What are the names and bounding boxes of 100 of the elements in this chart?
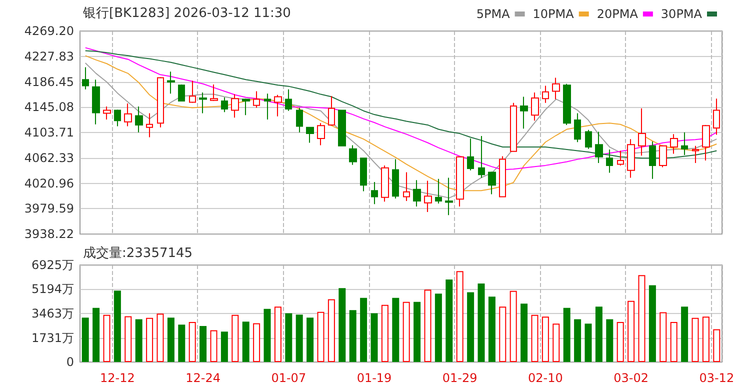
- bar: [274, 306, 282, 362]
- candlestick: [435, 178, 442, 204]
- y-tick-label: 5194万: [31, 282, 74, 296]
- legend-label: 30PMA: [660, 7, 703, 21]
- bar: [595, 306, 602, 362]
- candlestick: [531, 92, 539, 122]
- bar: [402, 302, 410, 362]
- candlestick: [467, 138, 474, 171]
- bar: [360, 298, 368, 362]
- bar: [456, 271, 464, 362]
- candlestick: [702, 124, 710, 162]
- bar: [178, 324, 186, 362]
- x-tick-label: 12-12: [100, 371, 135, 385]
- candlestick: [338, 110, 346, 147]
- bar: [616, 322, 624, 362]
- bar: [520, 304, 528, 362]
- bar: [434, 294, 442, 362]
- candlestick: [210, 84, 218, 102]
- bar: [264, 308, 271, 362]
- candlestick: [574, 112, 581, 143]
- bar: [424, 290, 432, 362]
- bar: [670, 322, 678, 362]
- candlestick: [264, 93, 271, 120]
- candlestick: [146, 112, 153, 138]
- candlestick: [456, 156, 464, 208]
- bar: [306, 318, 314, 362]
- y-tick-label: 3463万: [31, 306, 74, 320]
- bar: [606, 319, 614, 362]
- bar: [574, 319, 582, 362]
- candlestick: [231, 94, 239, 118]
- candlestick: [659, 144, 667, 168]
- bar: [488, 296, 496, 362]
- candlestick: [595, 131, 603, 164]
- y-tick-label: 6925万: [31, 258, 74, 272]
- x-tick-label: 03-12: [699, 371, 734, 385]
- bar: [510, 290, 517, 362]
- candlestick: [627, 138, 635, 178]
- candlestick: [167, 71, 175, 94]
- bar: [156, 314, 164, 362]
- legend-label: 20PMA: [596, 7, 639, 21]
- chart-title: 银行[BK1283] 2026-03-12 11:30: [82, 6, 291, 21]
- y-tick-label: 3979.59: [24, 202, 74, 216]
- bar: [210, 330, 218, 362]
- candlestick: [371, 182, 378, 205]
- candlestick: [317, 122, 325, 146]
- legend-label: 10PMA: [532, 7, 575, 21]
- x-tick-label: 03-02: [614, 371, 648, 385]
- candlestick: [638, 108, 646, 156]
- bar: [648, 285, 656, 362]
- candlestick: [178, 84, 185, 102]
- bar: [328, 299, 335, 362]
- bar: [114, 290, 121, 362]
- candlestick: [328, 96, 335, 126]
- candlestick: [135, 106, 143, 133]
- bar: [370, 313, 378, 362]
- y-tick-label: 4145.08: [24, 100, 74, 114]
- candlestick: [542, 85, 549, 104]
- x-tick-label: 01-19: [356, 371, 392, 385]
- x-tick-label: 01-29: [442, 371, 478, 385]
- bar: [253, 323, 260, 362]
- bar: [446, 280, 453, 362]
- bar: [135, 319, 142, 362]
- bar: [338, 288, 346, 362]
- candlestick: [360, 158, 367, 192]
- bar: [531, 314, 538, 362]
- y-tick-label: 0: [66, 355, 74, 369]
- candlestick: [510, 102, 517, 152]
- bar: [702, 316, 710, 362]
- bar: [467, 292, 474, 362]
- candlestick: [445, 177, 453, 216]
- bar: [285, 313, 292, 362]
- candlestick: [82, 66, 89, 90]
- candlestick: [392, 158, 399, 200]
- candlestick: [114, 109, 121, 127]
- candlestick: [349, 144, 357, 166]
- x-tick-label: 02-10: [528, 371, 563, 385]
- y-tick-label: 4103.71: [24, 126, 74, 140]
- candlestick: [296, 107, 303, 133]
- candlestick: [617, 150, 624, 166]
- bar: [232, 314, 239, 362]
- bar: [82, 318, 89, 362]
- candlestick: [606, 148, 613, 174]
- bar: [167, 318, 174, 362]
- y-tick-label: 3938.22: [24, 227, 74, 241]
- candlestick: [692, 145, 699, 164]
- candlestick: [413, 180, 421, 208]
- y-tick-label: 4020.96: [24, 176, 74, 190]
- candlestick: [478, 136, 485, 178]
- bar: [392, 298, 400, 362]
- y-tick-label: 4269.20: [24, 24, 74, 38]
- y-tick-label: 4062.33: [24, 150, 74, 165]
- candlestick: [552, 77, 560, 100]
- candlestick: [488, 171, 496, 195]
- candlestick: [649, 141, 656, 180]
- bar: [638, 275, 646, 362]
- bar: [296, 314, 303, 362]
- candlestick: [103, 106, 111, 120]
- x-tick-label: 01-07: [271, 371, 306, 385]
- x-tick-label: 12-24: [186, 371, 220, 385]
- y-tick-label: 1731万: [31, 330, 74, 345]
